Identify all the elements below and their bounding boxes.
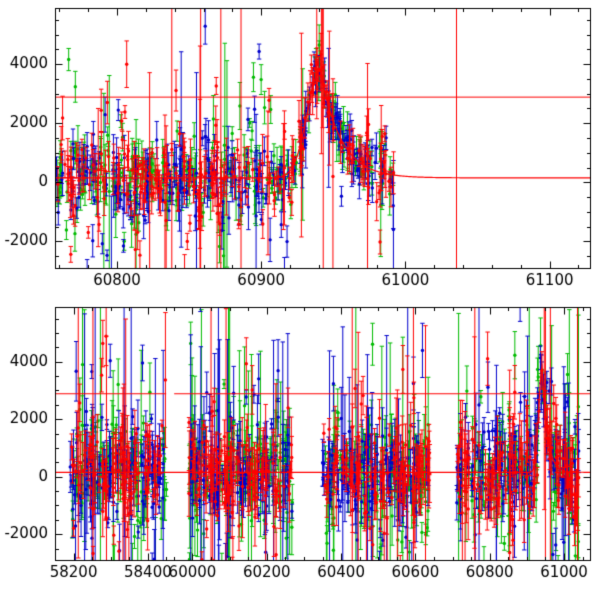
- light-curve-figure: [0, 0, 600, 600]
- light-curve-canvas: [0, 0, 600, 600]
